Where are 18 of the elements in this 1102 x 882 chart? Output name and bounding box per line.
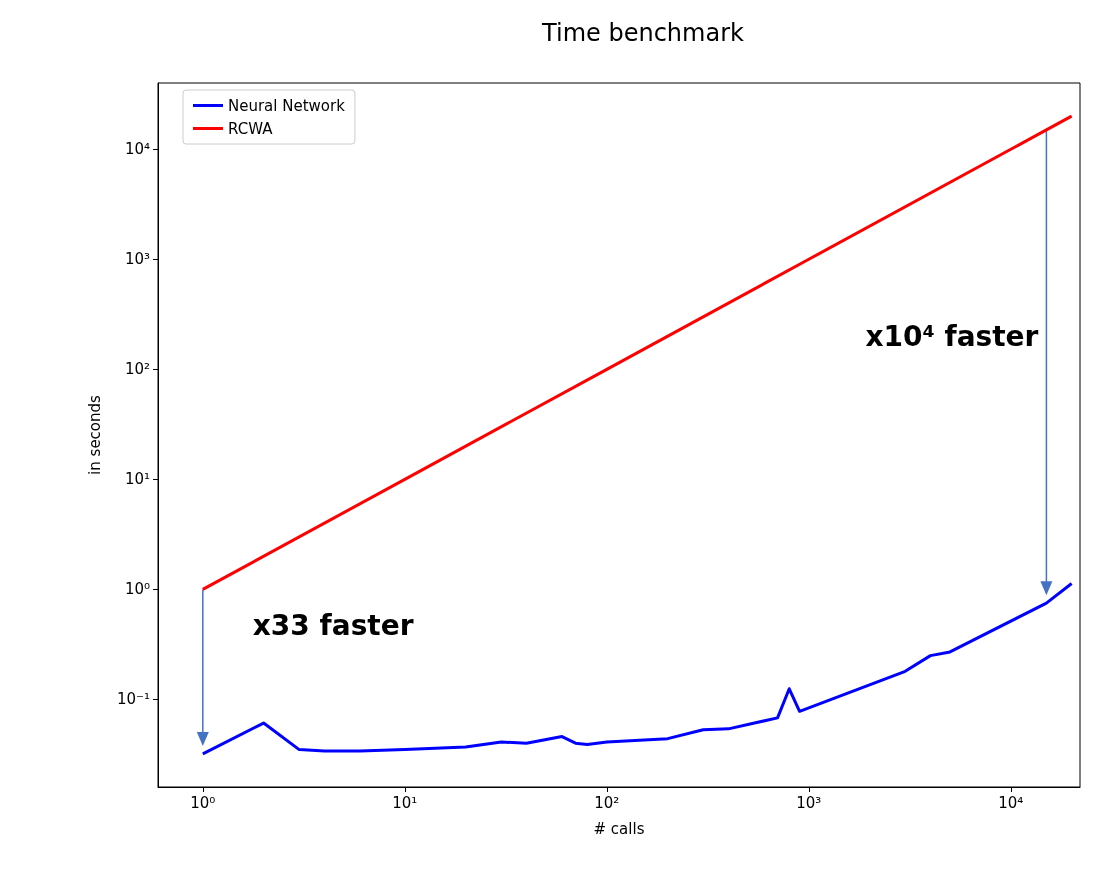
x-tick-label: 10⁴ [998, 793, 1024, 812]
y-tick-label: 10⁰ [124, 580, 150, 599]
y-tick-label: 10⁴ [124, 140, 150, 159]
x-tick-label: 10³ [796, 793, 822, 812]
x-axis-title: # calls [593, 819, 645, 838]
y-tick-label: 10³ [124, 250, 150, 269]
annotation: x10⁴ faster [865, 320, 1039, 353]
y-tick-label: 10² [124, 360, 150, 379]
y-tick-label: 10⁻¹ [116, 690, 150, 709]
x-tick-label: 10² [594, 793, 620, 812]
y-tick-label: 10¹ [124, 470, 150, 489]
annotation: x33 faster [252, 608, 414, 642]
y-axis-title: in seconds [85, 394, 104, 475]
legend-label: RCWA [228, 119, 274, 138]
legend-label: Neural Network [228, 96, 346, 115]
chart-title: Time benchmark [541, 19, 745, 47]
x-tick-label: 10⁰ [190, 793, 216, 812]
x-tick-label: 10¹ [392, 793, 418, 812]
